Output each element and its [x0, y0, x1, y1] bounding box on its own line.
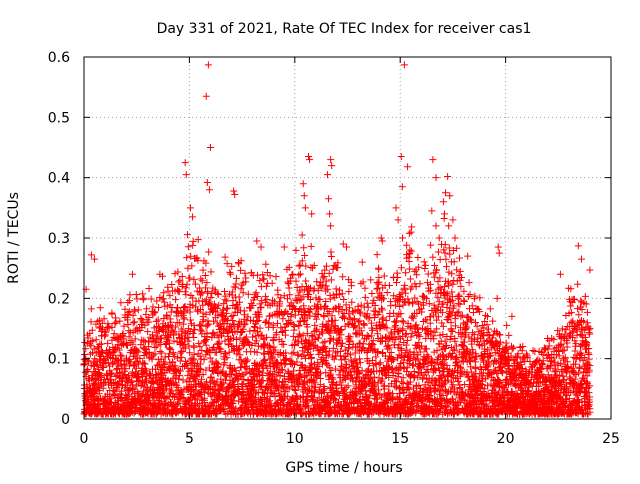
chart: 051015202500.10.20.30.40.50.6 Day 331 of…	[0, 0, 640, 480]
roti-scatter-chart: 051015202500.10.20.30.40.50.6 Day 331 of…	[0, 0, 640, 480]
